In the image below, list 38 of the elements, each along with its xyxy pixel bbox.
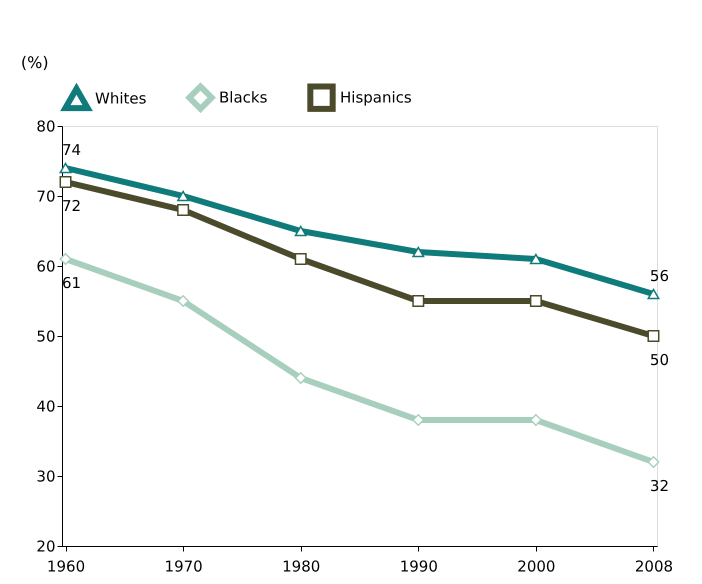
y-tick-label: 40: [36, 398, 56, 416]
point: [177, 295, 190, 307]
data-label: 56: [650, 267, 670, 285]
legend-label: Blacks: [219, 88, 268, 107]
x-tick-label: 1990: [400, 558, 438, 576]
legend-label: Hispanics: [340, 88, 412, 107]
point: [647, 456, 660, 468]
x-tick-label: 2008: [634, 558, 674, 576]
point: [294, 226, 307, 236]
point: [177, 190, 190, 202]
point: [530, 295, 542, 307]
y-tick-label: 80: [36, 118, 56, 136]
y-tick-label: 50: [36, 328, 56, 346]
data-label: 61: [62, 274, 82, 292]
x-tick-label: 1970: [164, 558, 203, 576]
point: [647, 288, 660, 300]
data-label: 72: [62, 197, 82, 215]
point: [294, 372, 307, 384]
point: [294, 253, 307, 265]
data-label: 74: [62, 141, 82, 159]
data-label: 50: [650, 351, 670, 369]
y-axis-title: (%): [20, 53, 49, 72]
data-label: 32: [650, 477, 670, 495]
y-tick-label: 30: [36, 468, 56, 486]
point: [177, 204, 190, 216]
point: [412, 246, 424, 258]
y-tick-label: 20: [36, 538, 56, 556]
point: [647, 330, 660, 342]
x-tick-label: 1960: [46, 558, 86, 576]
point: [60, 176, 72, 188]
legend-label: Whites: [95, 89, 147, 108]
x-tick-label: 2000: [517, 558, 556, 576]
point: [60, 253, 72, 265]
y-tick-label: 70: [36, 188, 56, 206]
point: [530, 254, 542, 264]
y-tick-label: 60: [36, 258, 56, 276]
x-tick-label: 1980: [282, 558, 320, 576]
point: [412, 295, 424, 307]
